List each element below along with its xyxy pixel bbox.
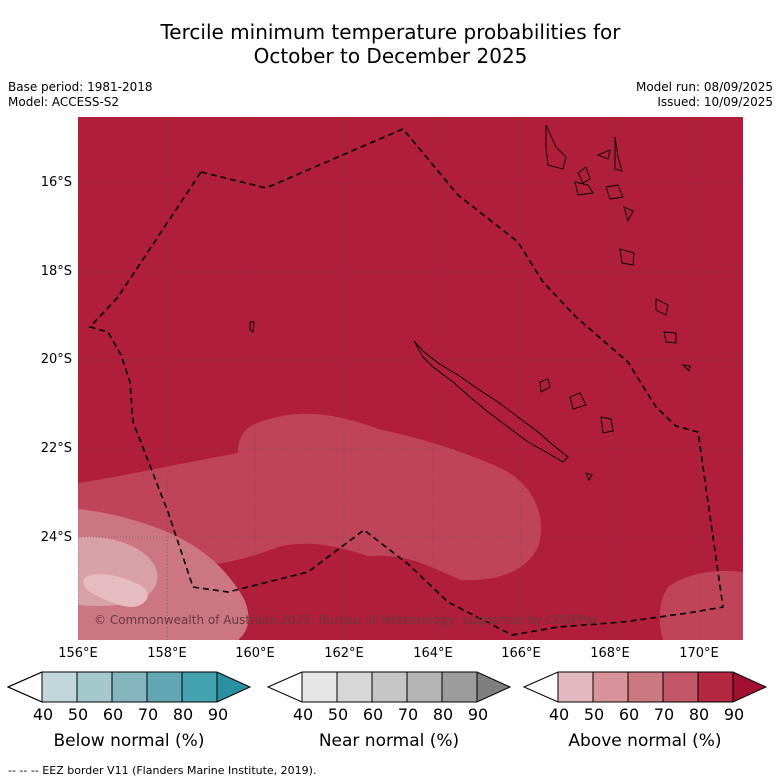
colorbar-below-swatch-3: [147, 672, 182, 702]
lon-label-156e: 156°E: [58, 646, 98, 661]
lon-label-166e: 166°E: [501, 646, 541, 661]
above-80-90-south-inset: [296, 555, 525, 640]
base-period: Base period: 1981-2018: [8, 80, 153, 94]
colorbar-above-swatch-4: [698, 672, 733, 702]
colorbar-above-swatch-0: [558, 672, 593, 702]
colorbar-near-tick-40: 40: [292, 705, 314, 724]
colorbar-near-title: Near normal (%): [318, 731, 460, 751]
colorbar-near-swatch-3: [407, 672, 442, 702]
meta-left: Base period: 1981-2018 Model: ACCESS-S2: [8, 80, 153, 110]
colorbar-above-title: Above normal (%): [568, 731, 722, 751]
colorbar-below-title: Below normal (%): [53, 731, 205, 751]
lon-label-170e: 170°E: [679, 646, 719, 661]
colorbar-near-swatch-1: [337, 672, 372, 702]
colorbar-below: [6, 671, 252, 703]
colorbar-above-tick-90: 90: [723, 705, 745, 724]
eez-border-line: [88, 128, 724, 636]
colorbar-near: [266, 671, 512, 703]
colorbar-near-tick-70: 70: [397, 705, 419, 724]
chart-title: Tercile minimum temperature probabilitie…: [0, 20, 781, 68]
colorbar-above-tick-60: 60: [618, 705, 640, 724]
new-caledonia-coast: [413, 340, 569, 463]
colorbar-above-low-cap: [524, 672, 558, 702]
colorbar-near-swatch-2: [372, 672, 407, 702]
colorbar-above-high-cap: [733, 672, 766, 702]
colorbar-above-swatch-2: [628, 672, 663, 702]
lat-label-22s: 22°S: [40, 441, 72, 456]
colorbar-below-swatch-1: [77, 672, 112, 702]
colorbar-near-swatch-4: [442, 672, 477, 702]
colorbar-below-swatch-4: [182, 672, 217, 702]
above-50-60-spot: [83, 574, 148, 607]
colorbar-above-tick-70: 70: [653, 705, 675, 724]
colorbar-below-tick-90: 90: [207, 705, 229, 724]
loyalty-islands-coast: [539, 378, 614, 434]
lat-label-18s: 18°S: [40, 264, 72, 279]
colorbar-near-swatch-0: [302, 672, 337, 702]
colorbar-above: [522, 671, 768, 703]
small-islets: [249, 321, 691, 481]
colorbar-above-swatch-1: [593, 672, 628, 702]
lat-label-16s: 16°S: [40, 175, 72, 190]
lat-label-20s: 20°S: [40, 352, 72, 367]
lon-label-168e: 168°E: [590, 646, 630, 661]
colorbar-above-tick-40: 40: [548, 705, 570, 724]
lon-label-164e: 164°E: [413, 646, 453, 661]
meta-right: Model run: 08/09/2025 Issued: 10/09/2025: [636, 80, 773, 110]
lon-label-162e: 162°E: [324, 646, 364, 661]
model-run: Model run: 08/09/2025: [635, 80, 773, 94]
colorbar-below-tick-80: 80: [172, 705, 194, 724]
title-line-1: Tercile minimum temperature probabilitie…: [160, 20, 621, 44]
colorbar-below-swatch-2: [112, 672, 147, 702]
colorbar-below-high-cap: [217, 672, 250, 702]
lon-label-158e: 158°E: [147, 646, 187, 661]
colorbar-near-tick-90: 90: [467, 705, 489, 724]
colorbar-below-swatch-0: [42, 672, 77, 702]
colorbar-near-tick-80: 80: [432, 705, 454, 724]
map-canvas: [78, 117, 743, 640]
above-70-80-region: [78, 413, 542, 581]
colorbar-near-tick-50: 50: [327, 705, 349, 724]
lat-label-24s: 24°S: [40, 530, 72, 545]
gridlines: [78, 117, 743, 640]
colorbar-near-low-cap: [268, 672, 302, 702]
map-panel: © Commonwealth of Australia 2025, Bureau…: [78, 117, 743, 640]
eez-footer-note: -- -- -- EEZ border V11 (Flanders Marine…: [8, 764, 317, 777]
colorbar-below-tick-50: 50: [67, 705, 89, 724]
coastlines: [249, 124, 691, 481]
colorbar-above-tick-50: 50: [583, 705, 605, 724]
colorbar-near-high-cap: [477, 672, 510, 702]
issued-date: Issued: 10/09/2025: [657, 95, 773, 109]
colorbar-near-tick-60: 60: [362, 705, 384, 724]
model-name: Model: ACCESS-S2: [8, 95, 120, 109]
title-line-2: October to December 2025: [253, 44, 528, 68]
colorbar-above-tick-80: 80: [688, 705, 710, 724]
colorbar-below-tick-60: 60: [102, 705, 124, 724]
colorbar-below-tick-70: 70: [137, 705, 159, 724]
colorbar-below-tick-40: 40: [32, 705, 54, 724]
colorbar-above-swatch-3: [663, 672, 698, 702]
copyright-notice: © Commonwealth of Australia 2025, Bureau…: [94, 613, 600, 627]
colorbar-below-low-cap: [6, 671, 43, 703]
above-70-80-southeast: [659, 570, 743, 640]
vanuatu-coast: [545, 124, 677, 344]
lon-label-160e: 160°E: [235, 646, 275, 661]
